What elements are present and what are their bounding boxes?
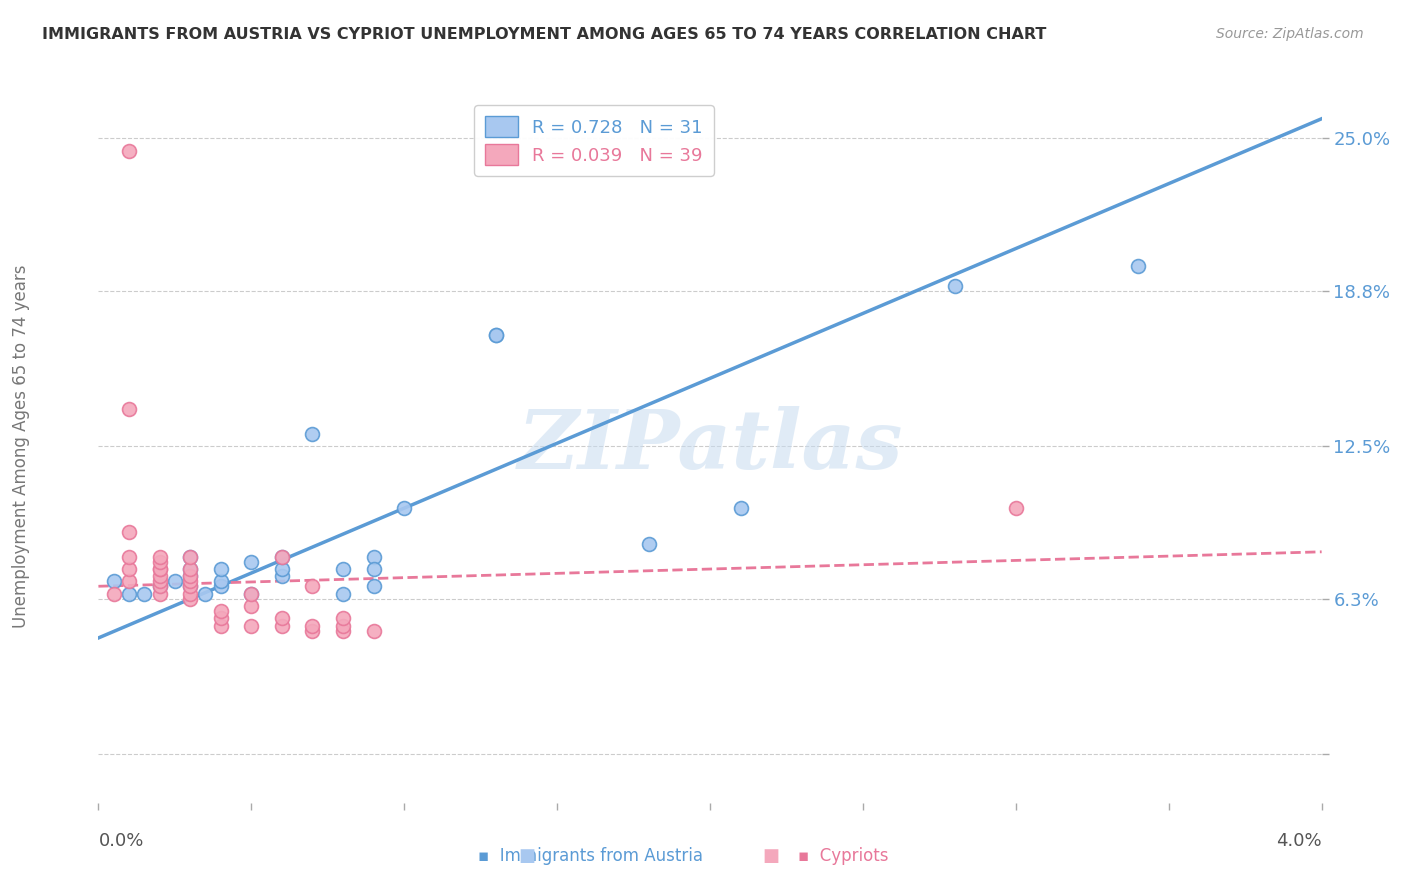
- Point: [209, 574, 232, 589]
- Point: [163, 574, 186, 589]
- Point: [118, 402, 141, 417]
- Point: [179, 569, 201, 583]
- Point: [134, 587, 156, 601]
- Point: [179, 579, 201, 593]
- Point: [332, 611, 354, 625]
- Point: [179, 549, 201, 564]
- Point: [194, 587, 217, 601]
- Point: [332, 587, 354, 601]
- Point: [270, 611, 294, 625]
- Point: [332, 618, 354, 632]
- Text: IMMIGRANTS FROM AUSTRIA VS CYPRIOT UNEMPLOYMENT AMONG AGES 65 TO 74 YEARS CORREL: IMMIGRANTS FROM AUSTRIA VS CYPRIOT UNEMP…: [42, 27, 1046, 42]
- Point: [118, 525, 141, 540]
- Point: [730, 500, 752, 515]
- Text: ■: ■: [762, 847, 779, 865]
- Point: [118, 549, 141, 564]
- Point: [103, 587, 125, 601]
- Point: [209, 579, 232, 593]
- Point: [149, 569, 172, 583]
- Point: [301, 624, 323, 638]
- Point: [363, 549, 385, 564]
- Point: [103, 574, 125, 589]
- Point: [149, 579, 172, 593]
- Point: [240, 587, 263, 601]
- Point: [179, 562, 201, 576]
- Text: ▪  Cypriots: ▪ Cypriots: [799, 847, 889, 865]
- Point: [179, 549, 201, 564]
- Point: [179, 591, 201, 606]
- Point: [209, 618, 232, 632]
- Point: [240, 599, 263, 613]
- Legend: R = 0.728   N = 31, R = 0.039   N = 39: R = 0.728 N = 31, R = 0.039 N = 39: [474, 105, 713, 176]
- Point: [485, 328, 508, 343]
- Point: [240, 618, 263, 632]
- Point: [118, 587, 141, 601]
- Text: 4.0%: 4.0%: [1277, 832, 1322, 850]
- Point: [179, 574, 201, 589]
- Point: [1004, 500, 1026, 515]
- Point: [149, 587, 172, 601]
- Point: [301, 618, 323, 632]
- Point: [363, 579, 385, 593]
- Point: [149, 562, 172, 576]
- Text: ZIPatlas: ZIPatlas: [517, 406, 903, 486]
- Point: [332, 562, 354, 576]
- Point: [240, 587, 263, 601]
- Point: [209, 611, 232, 625]
- Point: [179, 587, 201, 601]
- Point: [179, 569, 201, 583]
- Point: [392, 500, 416, 515]
- Point: [270, 618, 294, 632]
- Point: [270, 569, 294, 583]
- Point: [270, 562, 294, 576]
- Point: [149, 555, 172, 569]
- Text: 0.0%: 0.0%: [98, 832, 143, 850]
- Point: [179, 579, 201, 593]
- Point: [301, 579, 323, 593]
- Point: [118, 562, 141, 576]
- Point: [209, 604, 232, 618]
- Point: [209, 562, 232, 576]
- Point: [363, 624, 385, 638]
- Point: [149, 574, 172, 589]
- Point: [943, 279, 966, 293]
- Point: [1128, 260, 1150, 274]
- Point: [637, 537, 661, 551]
- Point: [485, 328, 508, 343]
- Point: [118, 144, 141, 158]
- Point: [118, 574, 141, 589]
- Text: ▪  Immigrants from Austria: ▪ Immigrants from Austria: [478, 847, 703, 865]
- Text: Unemployment Among Ages 65 to 74 years: Unemployment Among Ages 65 to 74 years: [13, 264, 30, 628]
- Point: [270, 549, 294, 564]
- Point: [149, 579, 172, 593]
- Point: [240, 555, 263, 569]
- Point: [363, 562, 385, 576]
- Point: [149, 562, 172, 576]
- Text: ■: ■: [519, 847, 536, 865]
- Text: Source: ZipAtlas.com: Source: ZipAtlas.com: [1216, 27, 1364, 41]
- Point: [332, 624, 354, 638]
- Point: [179, 562, 201, 576]
- Point: [301, 426, 323, 441]
- Point: [270, 549, 294, 564]
- Point: [149, 549, 172, 564]
